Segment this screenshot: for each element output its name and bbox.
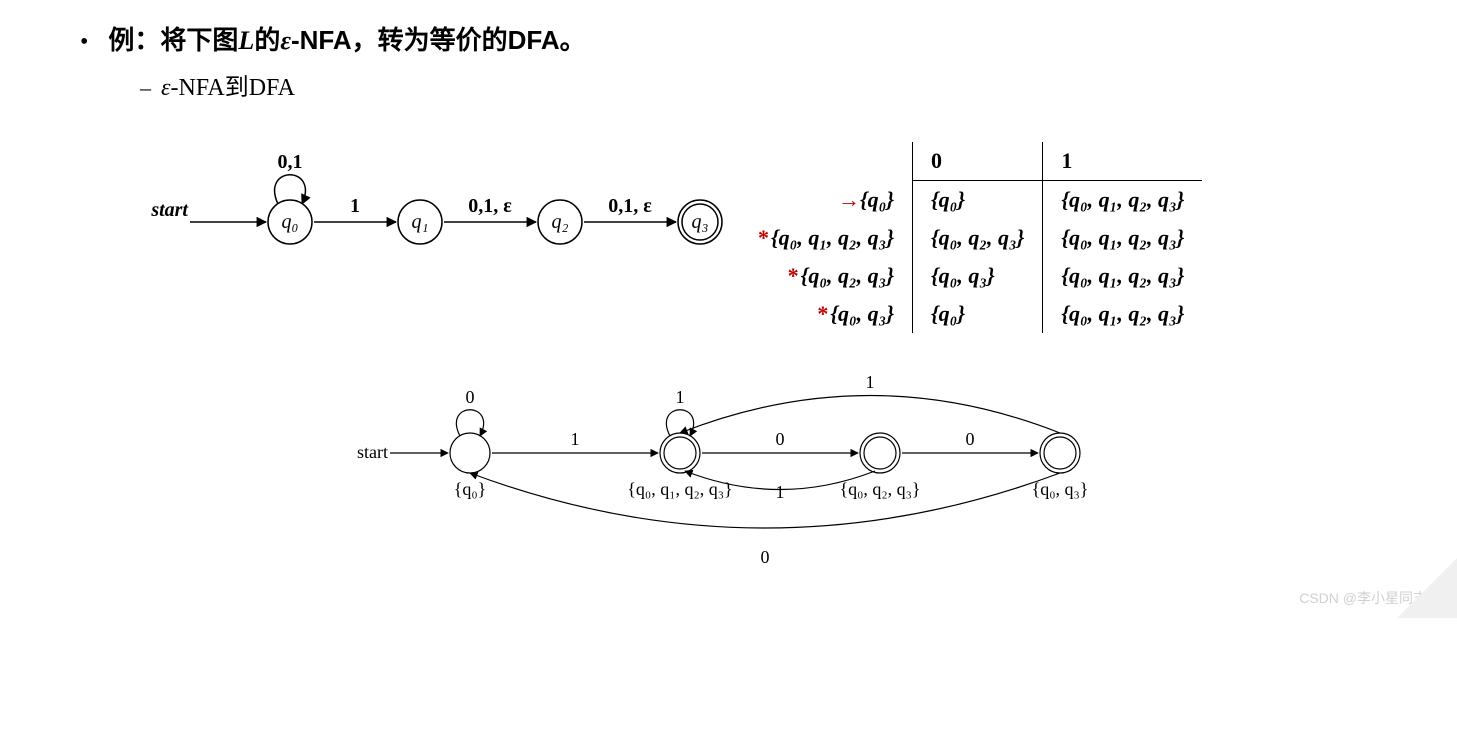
table-header: 1: [1043, 142, 1203, 181]
svg-text:q₂: q₂: [552, 211, 569, 233]
svg-text:1: 1: [350, 195, 360, 217]
title-L: L: [238, 26, 254, 55]
bullet: •: [80, 29, 88, 56]
sub-rest: -NFA到DFA: [170, 75, 294, 101]
svg-text:{q₀, q₁, q₂, q₃}: {q₀, q₁, q₂, q₃}: [627, 479, 732, 499]
dash: –: [140, 75, 151, 101]
svg-text:start: start: [357, 442, 388, 462]
table-header: 0: [913, 142, 1043, 181]
svg-text:{q₀}: {q₀}: [454, 479, 487, 499]
svg-text:q₀: q₀: [282, 211, 299, 233]
title-mid: 的: [254, 25, 280, 55]
svg-text:0: 0: [761, 547, 770, 567]
subtitle-text: ε-NFA到DFA: [161, 67, 295, 102]
dfa-diagram: start {q₀} {q₀, q₁, q₂, q₃} {q₀, q₂, q₃} {q₀…: [340, 353, 1417, 598]
transition-table: 01→{q₀}{q₀}{q₀, q₁, q₂, q₃}*{q₀, q₁, q₂,…: [740, 142, 1417, 333]
table-row: →{q₀}{q₀}{q₀, q₁, q₂, q₃}: [740, 181, 1202, 220]
svg-text:q₁: q₁: [412, 211, 429, 233]
svg-text:0,1, ε: 0,1, ε: [608, 195, 652, 217]
svg-text:0,1, ε: 0,1, ε: [468, 195, 512, 217]
svg-text:0: 0: [776, 429, 785, 449]
svg-text:0: 0: [466, 387, 475, 407]
title-prefix: 例：将下图: [108, 25, 238, 55]
svg-text:start: start: [150, 199, 189, 221]
table-row: *{q₀, q₁, q₂, q₃}{q₀, q₂, q₃}{q₀, q₁, q₂…: [740, 219, 1202, 257]
title-suffix: -NFA，转为等价的DFA。: [291, 25, 586, 55]
table-row: *{q₀, q₃}{q₀}{q₀, q₁, q₂, q₃}: [740, 295, 1202, 333]
table-row: *{q₀, q₂, q₃}{q₀, q₃}{q₀, q₁, q₂, q₃}: [740, 257, 1202, 295]
svg-text:1: 1: [571, 429, 580, 449]
svg-text:1: 1: [676, 387, 685, 407]
table-header: [740, 142, 913, 181]
svg-text:q₃: q₃: [692, 211, 709, 233]
subtitle-row: – ε-NFA到DFA: [140, 67, 1417, 102]
content-row: start0,1q₀q₁q₂q₃10,1, ε0,1, ε 01→{q₀}{q₀…: [40, 142, 1417, 333]
svg-text:1: 1: [776, 482, 785, 502]
svg-text:0: 0: [966, 429, 975, 449]
title-text: 例：将下图L的ε-NFA，转为等价的DFA。: [108, 20, 585, 57]
svg-text:1: 1: [866, 372, 875, 392]
title-eps: ε: [280, 26, 291, 55]
title-row: • 例：将下图L的ε-NFA，转为等价的DFA。: [80, 20, 1417, 57]
svg-text:{q₀, q₃}: {q₀, q₃}: [1032, 479, 1089, 499]
nfa-diagram: start 0,1 q₀ q₁ q₂ q₃ 1 0,1, ε 0,1, ε: [40, 142, 740, 333]
svg-text:{q₀, q₂, q₃}: {q₀, q₂, q₃}: [839, 479, 920, 499]
page-corner: [1397, 558, 1457, 618]
svg-text:0,1: 0,1: [278, 151, 303, 173]
